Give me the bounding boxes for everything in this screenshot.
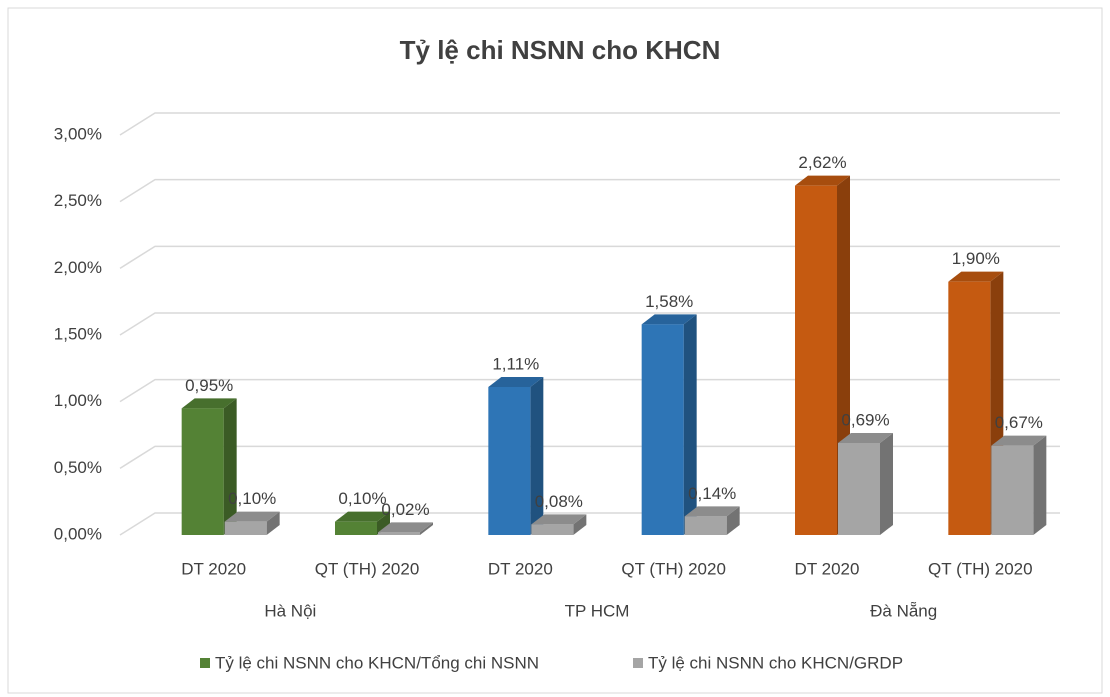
group-label: TP HCM: [565, 601, 630, 620]
bar: [378, 522, 433, 535]
bar: [224, 511, 280, 535]
bar-face: [488, 377, 544, 387]
bar-face: [641, 324, 684, 535]
data-label: 0,10%: [228, 489, 276, 508]
bar-face: [948, 271, 1004, 282]
bar: [641, 314, 697, 535]
legend-swatch: [200, 658, 210, 668]
grid-line: [119, 245, 1060, 269]
legend-label: Tỷ lệ chi NSNN cho KHCN/GRDP: [648, 653, 903, 672]
bar-face: [1033, 435, 1047, 535]
x-tick-label: DT 2020: [488, 559, 553, 578]
bar-face: [684, 506, 740, 517]
grid-line: [119, 512, 1060, 536]
grid-line: [119, 378, 1060, 403]
bar-face: [335, 521, 377, 535]
grid-line: [119, 445, 1060, 469]
data-label: 0,14%: [688, 484, 736, 503]
chart-frame: [7, 7, 1103, 694]
bar-face: [531, 524, 574, 535]
group-label: Hà Nội: [264, 601, 316, 620]
grid-line: [119, 112, 1060, 136]
bar: [838, 433, 893, 535]
x-tick-label: QT (TH) 2020: [928, 559, 1033, 578]
bar-face: [531, 514, 587, 525]
legend-swatch: [633, 658, 643, 668]
bar-face: [991, 435, 1047, 446]
data-label: 0,10%: [338, 489, 386, 508]
group-label: Đà Nẵng: [870, 601, 937, 620]
data-label: 0,69%: [841, 410, 889, 429]
bar: [488, 377, 544, 535]
bar-face: [726, 506, 740, 535]
data-label: 0,02%: [381, 500, 429, 519]
grid-line: [119, 178, 1060, 203]
bar-face: [991, 445, 1034, 535]
x-tick-label: DT 2020: [795, 559, 860, 578]
x-tick-label: DT 2020: [181, 559, 246, 578]
chart-title: Tỷ lệ chi NSNN cho KHCN: [400, 35, 721, 65]
bar-face: [224, 511, 280, 522]
y-tick-label: 0,00%: [54, 524, 102, 543]
bar-face: [420, 522, 433, 535]
bar-face: [838, 433, 893, 443]
y-tick-label: 1,00%: [54, 391, 102, 410]
bar-face: [488, 387, 531, 535]
bar-face: [335, 511, 390, 522]
bar-face: [795, 175, 850, 186]
bar-face: [181, 398, 237, 409]
data-label: 0,95%: [185, 376, 233, 395]
bar-face: [683, 314, 697, 535]
bar: [531, 514, 587, 535]
bar: [684, 506, 740, 535]
bar-face: [181, 408, 224, 535]
bar: [795, 175, 850, 535]
bar-face: [224, 521, 267, 535]
bar-face: [838, 443, 880, 535]
legend-label: Tỷ lệ chi NSNN cho KHCN/Tổng chi NSNN: [215, 653, 539, 672]
y-tick-label: 0,50%: [54, 458, 102, 477]
data-label: 2,62%: [798, 153, 846, 172]
bar-face: [684, 516, 727, 535]
y-tick-label: 1,50%: [54, 324, 102, 343]
bar-face: [530, 377, 544, 535]
x-tick-label: QT (TH) 2020: [621, 559, 726, 578]
bar-face: [573, 514, 587, 535]
bar-face: [880, 433, 893, 535]
data-label: 1,58%: [645, 292, 693, 311]
bar: [335, 511, 390, 535]
data-label: 1,11%: [492, 354, 539, 373]
bar-face: [948, 281, 991, 535]
bar: [181, 398, 237, 535]
bar-face: [378, 532, 420, 535]
bar-face: [377, 511, 390, 535]
bar: [991, 435, 1047, 535]
bar-face: [795, 185, 837, 535]
data-label: 0,08%: [535, 492, 583, 511]
x-tick-label: QT (TH) 2020: [315, 559, 420, 578]
data-label: 1,90%: [952, 249, 1000, 268]
y-tick-label: 3,00%: [54, 124, 102, 143]
grid-line: [119, 312, 1060, 336]
y-tick-label: 2,50%: [54, 191, 102, 210]
data-label: 0,67%: [995, 413, 1043, 432]
y-tick-label: 2,00%: [54, 258, 102, 277]
bar-face: [641, 314, 697, 325]
bar-face: [378, 522, 433, 533]
bar-face: [266, 511, 280, 535]
bar-face: [223, 398, 237, 535]
